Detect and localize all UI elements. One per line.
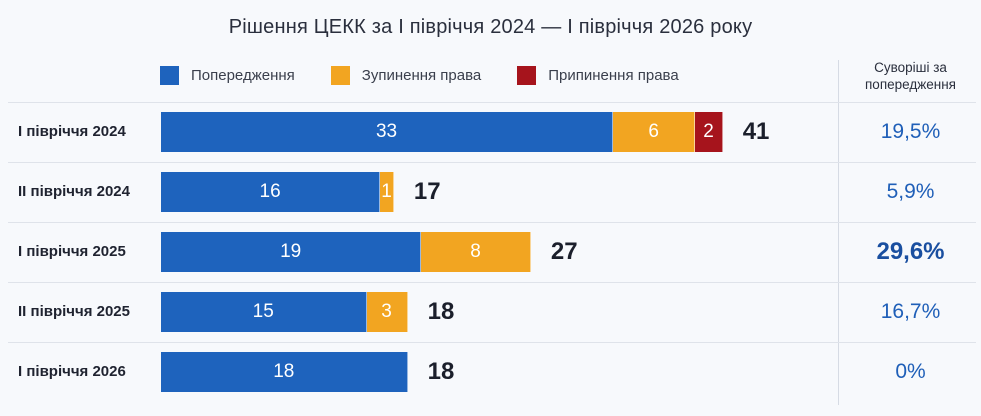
legend-label-suspension: Зупинення права: [361, 67, 482, 84]
bar-segment: 3: [366, 292, 408, 332]
bar-segment: 8: [421, 232, 531, 272]
bar-segment: 6: [613, 112, 696, 152]
legend: Попередження Зупинення права Припинення …: [160, 66, 715, 85]
bar-segment: 33: [161, 112, 614, 152]
legend-swatch-termination: [517, 66, 537, 85]
row-divider: [8, 162, 976, 163]
legend-label-termination: Припинення права: [548, 67, 679, 84]
bar-total-label: 18: [427, 298, 455, 325]
stricter-share-value: 5,9%: [886, 180, 935, 203]
category-label: І півріччя 2026: [18, 363, 126, 380]
row-divider: [8, 282, 976, 283]
bar-segment: 18: [161, 352, 408, 392]
side-column-header: Суворіші за попередження: [865, 60, 956, 92]
legend-item-suspension: Зупинення права: [330, 66, 482, 85]
category-label: І півріччя 2025: [18, 243, 126, 260]
row-divider: [8, 342, 976, 343]
bar-segment: 16: [161, 172, 381, 212]
column-divider: [838, 60, 839, 405]
category-label: І півріччя 2024: [18, 123, 126, 140]
legend-swatch-warnings: [160, 66, 179, 85]
bar-segment: 2: [695, 112, 723, 152]
bar-segment: 15: [161, 292, 367, 332]
bar-segment: 19: [161, 232, 422, 272]
stricter-share-value: 16,7%: [880, 300, 941, 323]
chart-title: Рішення ЦЕКК за І півріччя 2024 — І півр…: [228, 16, 753, 38]
bar-total-label: 18: [427, 358, 455, 385]
bar-total-label: 17: [413, 178, 441, 205]
legend-label-warnings: Попередження: [191, 67, 295, 84]
bar-total-label: 41: [742, 118, 770, 145]
stricter-share-value: 29,6%: [876, 238, 945, 265]
stricter-share-value: 19,5%: [880, 120, 941, 143]
legend-swatch-suspension: [330, 66, 350, 85]
legend-item-warnings: Попередження: [160, 66, 295, 85]
bar-total-label: 27: [550, 238, 578, 265]
stricter-share-value: 0%: [895, 360, 926, 383]
legend-item-termination: Припинення права: [517, 66, 679, 85]
category-label: ІІ півріччя 2025: [18, 303, 130, 320]
row-divider: [8, 102, 976, 103]
row-divider: [8, 222, 976, 223]
bar-segment: 1: [380, 172, 394, 212]
category-label: ІІ півріччя 2024: [18, 183, 130, 200]
